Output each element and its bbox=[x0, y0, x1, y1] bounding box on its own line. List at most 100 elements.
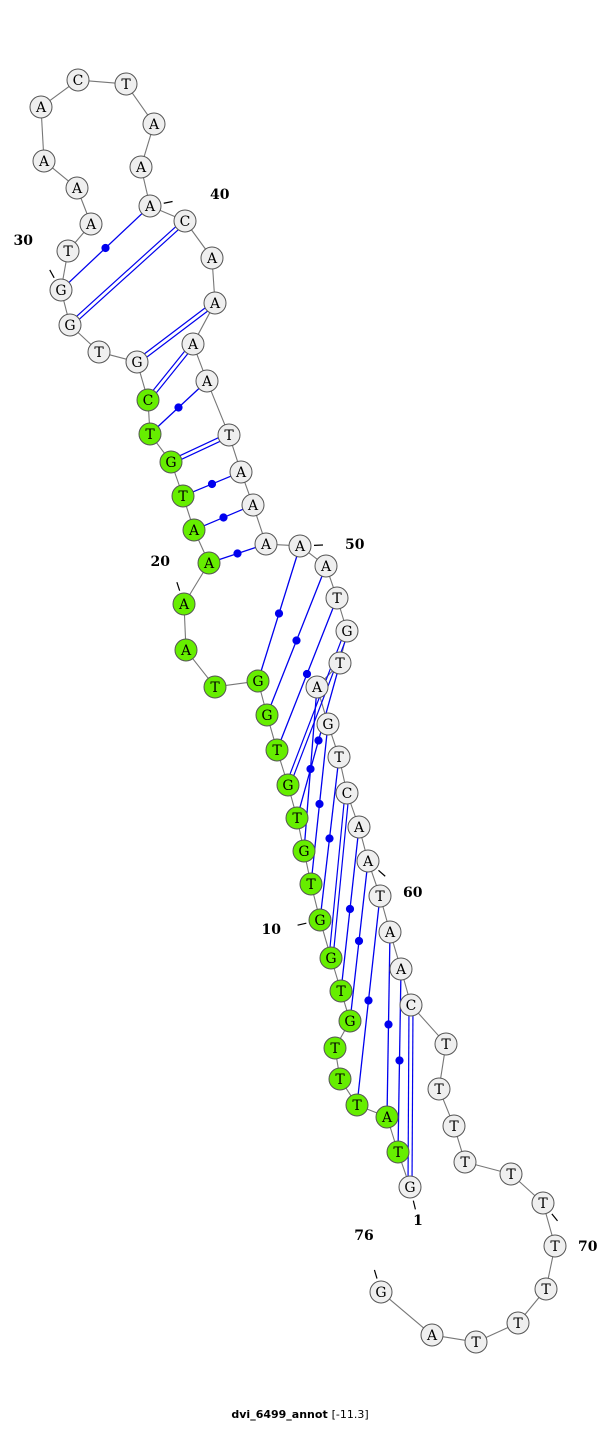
nucleotide-letter: T bbox=[513, 1316, 523, 1332]
nucleotide-67-T[interactable]: T bbox=[442, 1114, 466, 1138]
backbone-link bbox=[225, 681, 248, 687]
nucleotide-23-T[interactable]: T bbox=[171, 484, 195, 508]
nucleotide-71-T[interactable]: T bbox=[543, 1234, 567, 1258]
nucleotide-50-A[interactable]: A bbox=[288, 534, 312, 558]
nucleotide-48-A[interactable]: A bbox=[241, 493, 265, 517]
nucleotide-44-A[interactable]: A bbox=[181, 332, 205, 356]
nucleotide-12-G[interactable]: G bbox=[292, 839, 316, 863]
backbone-link bbox=[440, 1054, 445, 1079]
nucleotide-72-T[interactable]: T bbox=[534, 1277, 558, 1301]
nucleotide-55-A[interactable]: A bbox=[305, 675, 329, 699]
nucleotide-41-C[interactable]: C bbox=[173, 209, 197, 233]
nucleotide-31-T[interactable]: T bbox=[56, 239, 80, 263]
nucleotide-62-A[interactable]: A bbox=[378, 920, 402, 944]
base-pair-ta bbox=[341, 837, 359, 981]
nucleotide-74-T[interactable]: T bbox=[464, 1330, 488, 1354]
nucleotide-22-A[interactable]: A bbox=[182, 518, 206, 542]
nucleotide-21-A[interactable]: A bbox=[197, 551, 221, 575]
nucleotide-letter: A bbox=[311, 680, 323, 696]
nucleotide-35-A[interactable]: A bbox=[29, 95, 53, 119]
nucleotide-29-G[interactable]: G bbox=[58, 313, 82, 337]
nucleotide-letter: G bbox=[325, 951, 336, 967]
base-pair-dot bbox=[325, 834, 334, 843]
nucleotide-64-C[interactable]: C bbox=[399, 993, 423, 1017]
nucleotide-18-T[interactable]: T bbox=[203, 675, 227, 699]
nucleotide-20-A[interactable]: A bbox=[172, 592, 196, 616]
base-pair-at bbox=[384, 942, 393, 1107]
base-pair-dot bbox=[354, 936, 364, 946]
position-label-10: 10 bbox=[262, 922, 307, 938]
nucleotide-5-T[interactable]: T bbox=[328, 1067, 352, 1091]
nucleotide-letter: G bbox=[165, 455, 176, 471]
nucleotide-32-A[interactable]: A bbox=[79, 212, 103, 236]
nucleotide-letter: T bbox=[306, 877, 316, 893]
nucleotide-43-A[interactable]: A bbox=[203, 291, 227, 315]
nucleotide-53-G[interactable]: G bbox=[335, 619, 359, 643]
nucleotide-33-A[interactable]: A bbox=[65, 176, 89, 200]
nucleotide-9-G[interactable]: G bbox=[319, 946, 343, 970]
nucleotide-letter: A bbox=[188, 523, 200, 539]
base-pair-ta bbox=[192, 475, 232, 493]
nucleotide-37-T[interactable]: T bbox=[114, 72, 138, 96]
backbone-link bbox=[197, 312, 211, 335]
nucleotide-51-A[interactable]: A bbox=[314, 554, 338, 578]
nucleotide-27-G[interactable]: G bbox=[125, 350, 149, 374]
nucleotide-34-A[interactable]: A bbox=[32, 149, 56, 173]
backbone-link bbox=[371, 871, 377, 886]
nucleotide-1-G[interactable]: G bbox=[398, 1175, 422, 1199]
nucleotide-letter: T bbox=[506, 1167, 516, 1183]
position-label-1: 1 bbox=[412, 1200, 423, 1229]
nucleotide-10-G[interactable]: G bbox=[308, 908, 332, 932]
nucleotide-57-T[interactable]: T bbox=[327, 745, 351, 769]
nucleotide-56-G[interactable]: G bbox=[316, 712, 340, 736]
nucleotide-58-C[interactable]: C bbox=[335, 781, 359, 805]
nucleotide-47-A[interactable]: A bbox=[229, 460, 253, 484]
nucleotide-8-T[interactable]: T bbox=[329, 979, 353, 1003]
nucleotide-46-T[interactable]: T bbox=[217, 423, 241, 447]
nucleotide-30-G[interactable]: G bbox=[49, 278, 73, 302]
nucleotide-75-A[interactable]: A bbox=[420, 1323, 444, 1347]
nucleotide-39-A[interactable]: A bbox=[129, 155, 153, 179]
nucleotide-54-T[interactable]: T bbox=[328, 651, 352, 675]
nucleotide-14-G[interactable]: G bbox=[276, 773, 300, 797]
nucleotide-16-G[interactable]: G bbox=[255, 703, 279, 727]
nucleotide-28-T[interactable]: T bbox=[87, 340, 111, 364]
nucleotide-76-G[interactable]: G bbox=[369, 1280, 393, 1304]
nucleotide-3-A[interactable]: A bbox=[375, 1105, 399, 1129]
nucleotide-6-T[interactable]: T bbox=[323, 1036, 347, 1060]
nucleotide-63-A[interactable]: A bbox=[389, 957, 413, 981]
nucleotide-61-T[interactable]: T bbox=[368, 884, 392, 908]
nucleotide-69-T[interactable]: T bbox=[499, 1162, 523, 1186]
nucleotide-42-A[interactable]: A bbox=[200, 246, 224, 270]
nucleotide-19-A[interactable]: A bbox=[174, 638, 198, 662]
nucleotide-11-T[interactable]: T bbox=[299, 872, 323, 896]
nucleotide-49-A[interactable]: A bbox=[254, 532, 278, 556]
nucleotide-17-G[interactable]: G bbox=[246, 669, 270, 693]
nucleotide-52-T[interactable]: T bbox=[325, 586, 349, 610]
nucleotide-68-T[interactable]: T bbox=[453, 1150, 477, 1174]
nucleotide-40-A[interactable]: A bbox=[138, 194, 162, 218]
nucleotide-59-A[interactable]: A bbox=[347, 815, 371, 839]
nucleotide-38-A[interactable]: A bbox=[142, 112, 166, 136]
nucleotide-73-T[interactable]: T bbox=[506, 1311, 530, 1335]
nucleotide-15-T[interactable]: T bbox=[265, 738, 289, 762]
nucleotide-25-T[interactable]: T bbox=[138, 422, 162, 446]
nucleotide-letter: A bbox=[38, 154, 50, 170]
nucleotide-36-C[interactable]: C bbox=[66, 68, 90, 92]
nucleotide-60-A[interactable]: A bbox=[356, 849, 380, 873]
nucleotide-66-T[interactable]: T bbox=[427, 1077, 451, 1101]
backbone-link bbox=[389, 1298, 424, 1329]
nucleotide-13-T[interactable]: T bbox=[285, 806, 309, 830]
nucleotide-24-G[interactable]: G bbox=[159, 450, 183, 474]
nucleotide-4-T[interactable]: T bbox=[345, 1093, 369, 1117]
nucleotide-26-C[interactable]: C bbox=[136, 388, 160, 412]
backbone-link bbox=[343, 1001, 348, 1011]
nucleotide-65-T[interactable]: T bbox=[434, 1032, 458, 1056]
nucleotide-70-T[interactable]: T bbox=[531, 1191, 555, 1215]
nucleotide-45-A[interactable]: A bbox=[195, 369, 219, 393]
nucleotide-7-G[interactable]: G bbox=[338, 1009, 362, 1033]
nucleotide-2-T[interactable]: T bbox=[386, 1140, 410, 1164]
nucleotide-letter: G bbox=[341, 624, 352, 640]
